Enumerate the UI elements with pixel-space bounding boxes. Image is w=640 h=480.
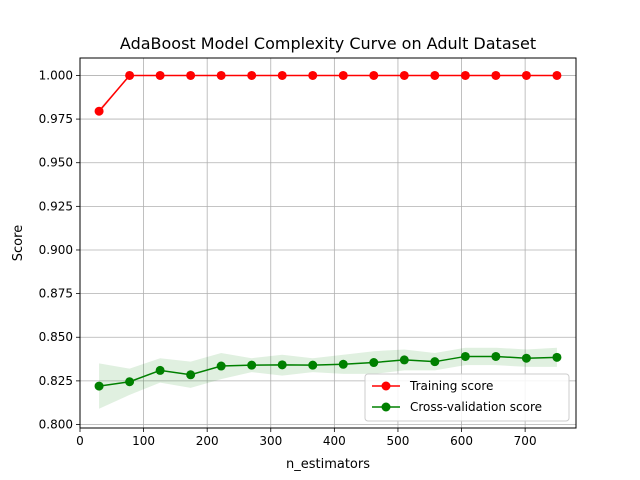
x-tick-label: 300 xyxy=(259,434,282,448)
series-0-point xyxy=(216,70,226,80)
series-0-point xyxy=(369,70,379,80)
series-1-point xyxy=(125,377,135,387)
series-1-line xyxy=(98,355,557,387)
plot-frame xyxy=(79,57,577,429)
x-tick-label: 600 xyxy=(450,434,473,448)
series-0-point xyxy=(460,70,470,80)
series-0-point xyxy=(521,70,531,80)
series-1-point xyxy=(399,355,409,365)
series-1-point xyxy=(247,360,257,370)
y-tick-label: 1.000 xyxy=(39,68,73,82)
x-tick-label: 700 xyxy=(514,434,537,448)
series-0-point xyxy=(338,70,348,80)
legend-box xyxy=(364,373,570,422)
legend-marker-training xyxy=(381,381,391,391)
x-tick-label: 100 xyxy=(132,434,155,448)
series-1-point xyxy=(369,358,379,368)
y-tick-label: 0.900 xyxy=(39,243,73,257)
series-1-point xyxy=(186,370,196,380)
x-tick-label: 500 xyxy=(386,434,409,448)
x-axis-label: n_estimators xyxy=(286,457,370,472)
series-1-point xyxy=(338,359,348,369)
ticks: 0 100 200 300 400 500 600 700 0.800 0.825 0.850 0.8… xyxy=(39,68,537,448)
series-1-point xyxy=(308,360,318,370)
y-tick-label: 0.925 xyxy=(39,199,73,213)
x-tick-label: 200 xyxy=(196,434,219,448)
series-0-point xyxy=(491,70,501,80)
series-lines xyxy=(94,70,562,391)
series-0-point xyxy=(430,70,440,80)
axes xyxy=(79,57,577,429)
series-1-point xyxy=(552,352,562,362)
y-tick-label: 0.950 xyxy=(39,156,73,170)
y-tick-label: 0.975 xyxy=(39,112,73,126)
series-0-point xyxy=(399,70,409,80)
x-tick-label: 400 xyxy=(323,434,346,448)
series-1-point xyxy=(491,351,501,361)
legend-label-training: Training score xyxy=(409,379,493,393)
series-0-point xyxy=(552,70,562,80)
chart-title: AdaBoost Model Complexity Curve on Adult… xyxy=(120,34,536,53)
series-1-point xyxy=(277,360,287,370)
y-tick-label: 0.800 xyxy=(39,418,73,432)
series-1-point xyxy=(460,351,470,361)
confidence-bands xyxy=(99,75,557,409)
legend-label-cv: Cross-validation score xyxy=(410,400,542,414)
series-1-point xyxy=(155,365,165,375)
series-0-point xyxy=(186,70,196,80)
series-1-point xyxy=(521,353,531,363)
legend: Training score Cross-validation score xyxy=(364,373,570,422)
series-0-point xyxy=(247,70,257,80)
series-0-point xyxy=(94,106,104,116)
series-0-point xyxy=(155,70,165,80)
legend-marker-cv xyxy=(381,402,391,412)
series-0-point xyxy=(277,70,287,80)
y-tick-label: 0.825 xyxy=(39,374,73,388)
y-tick-label: 0.850 xyxy=(39,330,73,344)
x-tick-label: 0 xyxy=(76,434,84,448)
series-1-band xyxy=(99,347,557,409)
series-1-point xyxy=(94,381,104,391)
series-0-line xyxy=(98,74,557,112)
series-1-point xyxy=(430,357,440,367)
series-1-point xyxy=(216,361,226,371)
series-0-point xyxy=(125,70,135,80)
y-tick-label: 0.875 xyxy=(39,287,73,301)
y-axis-label: Score xyxy=(11,225,26,261)
series-0-point xyxy=(308,70,318,80)
